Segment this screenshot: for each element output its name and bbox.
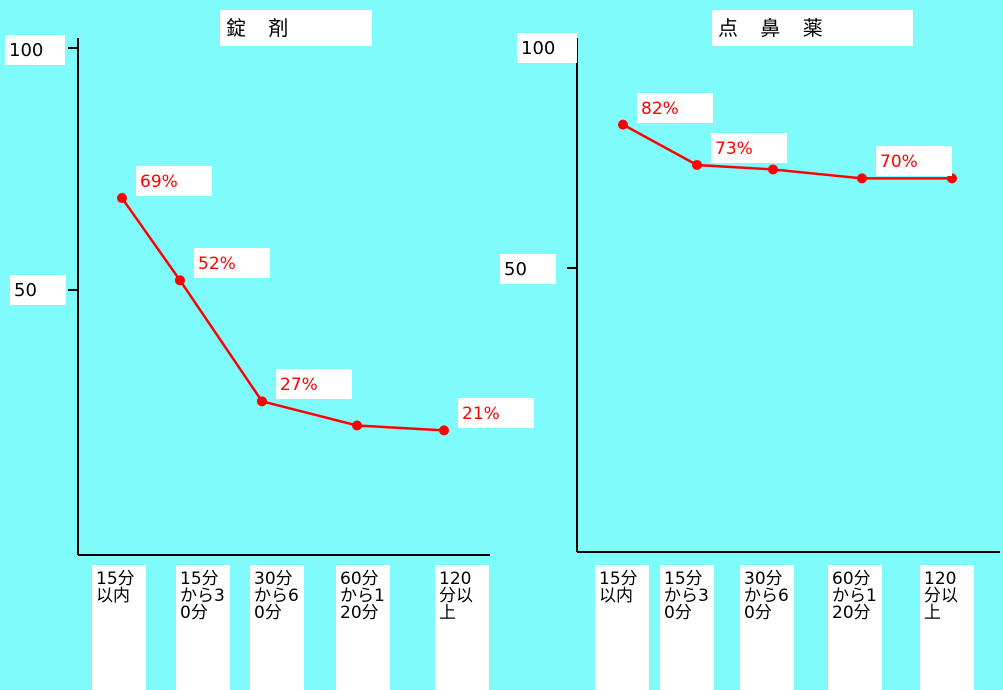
x-tick-label: 30分から60分 [740, 565, 794, 690]
point [257, 396, 267, 407]
chart-title: 錠 剤 [220, 10, 372, 46]
x-tick-label: 15分から30分 [176, 565, 230, 690]
x-tick-label: 15分以内 [92, 565, 146, 690]
x-tick-label: 15分以内 [595, 565, 649, 690]
point [768, 164, 778, 175]
point [117, 193, 127, 204]
point [352, 420, 362, 431]
data-label: 52% [194, 248, 270, 279]
x-tick-label: 60分から120分 [336, 565, 390, 690]
y-tick-label: 100 [517, 33, 577, 63]
x-tick-label: 15分から30分 [660, 565, 714, 690]
y-tick-label: 50 [500, 254, 556, 284]
data-label: 70% [876, 146, 952, 177]
x-tick-label: 60分から120分 [828, 565, 882, 690]
chart-title: 点 鼻 薬 [712, 10, 913, 46]
data-label: 27% [276, 369, 352, 400]
point [439, 425, 449, 436]
data-label: 69% [136, 166, 212, 197]
x-tick-label: 120分以上 [435, 565, 489, 690]
point [857, 173, 867, 184]
y-tick-label: 100 [5, 35, 65, 65]
point [175, 275, 185, 286]
data-label: 73% [711, 132, 787, 163]
point [618, 119, 628, 130]
point [692, 159, 702, 170]
x-tick-label: 120分以上 [920, 565, 974, 690]
x-tick-label: 30分から60分 [250, 565, 304, 690]
y-tick-label: 50 [10, 275, 66, 305]
data-label: 21% [458, 398, 534, 429]
data-label: 82% [637, 92, 713, 123]
